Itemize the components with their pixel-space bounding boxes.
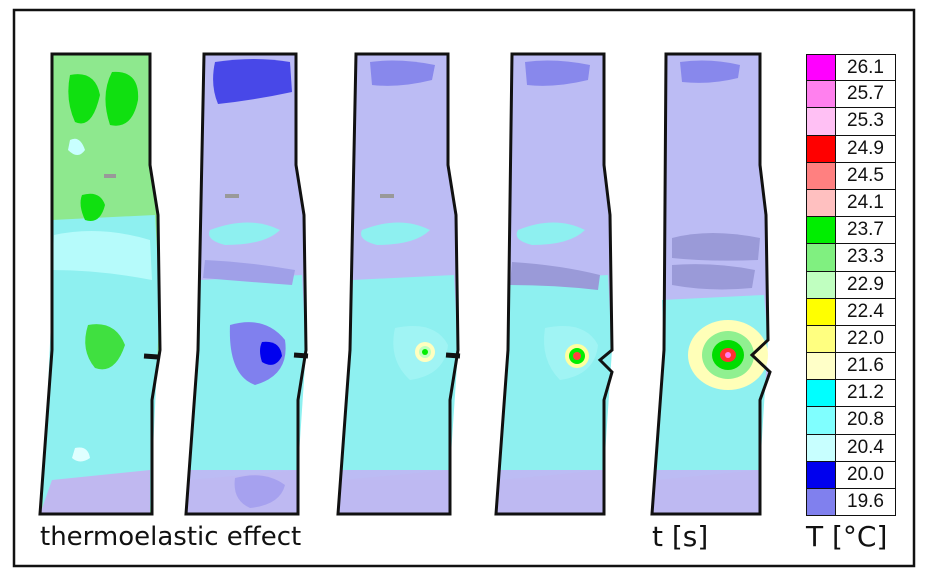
legend-swatch: [806, 271, 836, 299]
legend-swatch: [806, 407, 836, 435]
legend-value: 22.0: [836, 325, 896, 354]
temperature-legend: 26.1 25.7 25.3 24.9 24.5 24.1 23.7 23.3 22.9 22.4…: [806, 54, 896, 517]
thermoelastic-effect-caption: thermoelastic effect: [40, 522, 302, 552]
legend-row: 22.0: [806, 325, 896, 354]
legend-swatch: [806, 162, 836, 190]
legend-swatch: [806, 434, 836, 462]
legend-swatch: [806, 81, 836, 109]
legend-value: 21.6: [836, 353, 896, 381]
legend-swatch: [806, 380, 836, 408]
legend-swatch: [806, 353, 836, 381]
legend-value: 22.4: [836, 298, 896, 326]
legend-row: 20.0: [806, 461, 896, 489]
legend-row: 24.5: [806, 162, 896, 190]
legend-row: 25.7: [806, 81, 896, 109]
specimen-frame-1: [38, 52, 162, 516]
temperature-unit-label: T [°C]: [806, 520, 888, 553]
legend-row: 21.6: [806, 353, 896, 381]
legend-value: 19.6: [836, 489, 896, 517]
time-axis-label: t [s]: [652, 520, 709, 553]
legend-value: 20.4: [836, 434, 896, 462]
legend-swatch: [806, 135, 836, 163]
specimen-frame-5: [650, 52, 772, 516]
specimen-frame-2: [184, 52, 309, 516]
legend-swatch: [806, 244, 836, 272]
legend-row: 24.1: [806, 189, 896, 218]
legend-swatch: [806, 108, 836, 136]
specimen-frame-3: [336, 52, 461, 516]
legend-swatch: [806, 54, 836, 82]
legend-value: 26.1: [836, 54, 896, 82]
legend-row: 24.9: [806, 135, 896, 163]
legend-row: 20.4: [806, 434, 896, 462]
legend-row: 26.1: [806, 54, 896, 82]
legend-row: 21.2: [806, 380, 896, 408]
legend-value: 22.9: [836, 271, 896, 299]
legend-value: 20.0: [836, 461, 896, 489]
legend-swatch: [806, 217, 836, 245]
legend-value: 25.3: [836, 108, 896, 136]
legend-row: 23.3: [806, 244, 896, 272]
specimen-frame-4: [494, 52, 614, 516]
legend-value: 24.1: [836, 189, 896, 218]
legend-row: 25.3: [806, 108, 896, 136]
legend-row: 19.6: [806, 489, 896, 517]
legend-row: 23.7: [806, 217, 896, 245]
legend-swatch: [806, 489, 836, 517]
legend-value: 21.2: [836, 380, 896, 408]
legend-value: 23.3: [836, 244, 896, 272]
legend-swatch: [806, 298, 836, 326]
legend-row: 20.8: [806, 407, 896, 435]
legend-value: 24.9: [836, 135, 896, 163]
legend-swatch: [806, 461, 836, 489]
legend-swatch: [806, 189, 836, 218]
legend-value: 25.7: [836, 81, 896, 109]
legend-row: 22.9: [806, 271, 896, 299]
legend-row: 22.4: [806, 298, 896, 326]
legend-value: 23.7: [836, 217, 896, 245]
legend-value: 24.5: [836, 162, 896, 190]
legend-value: 20.8: [836, 407, 896, 435]
legend-swatch: [806, 325, 836, 354]
